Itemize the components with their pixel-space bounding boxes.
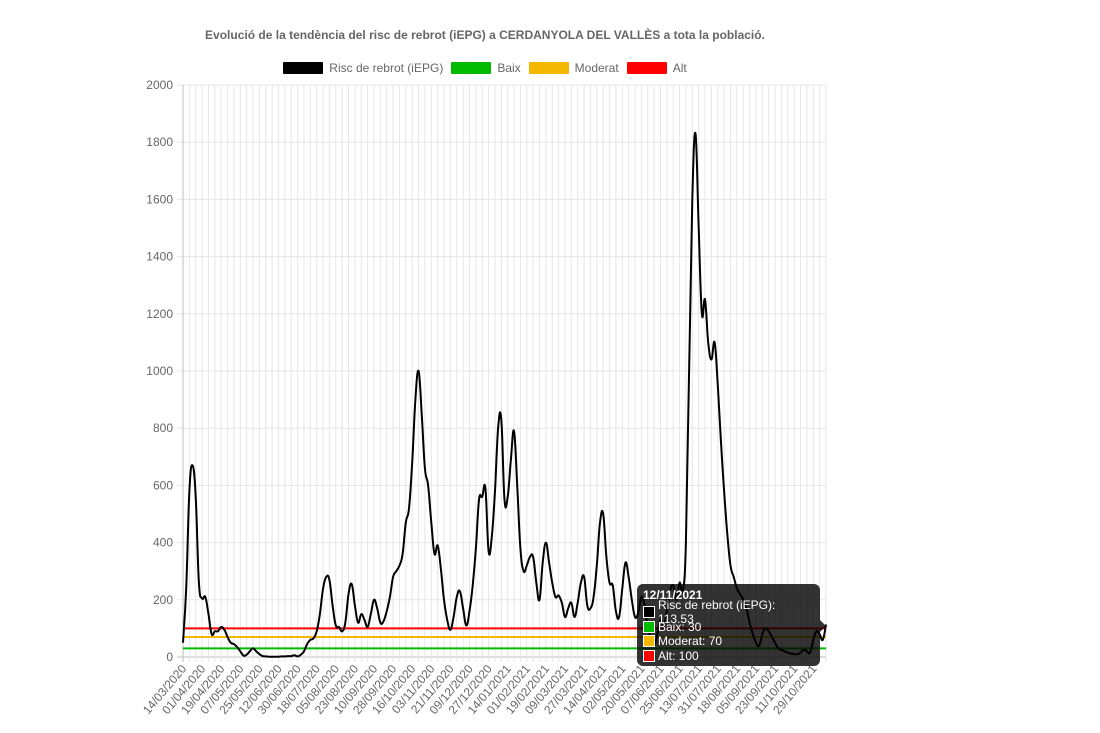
tooltip-swatch [643, 635, 655, 648]
legend-label: Moderat [574, 61, 619, 75]
tooltip-swatch [643, 620, 655, 633]
legend-swatch [283, 62, 324, 74]
legend-item[interactable]: Baix [451, 61, 521, 75]
y-tick-label: 800 [153, 421, 173, 435]
tooltip-row: Alt: 100 [643, 649, 814, 664]
tooltip-label: Alt: 100 [658, 648, 699, 663]
y-tick-label: 1000 [146, 364, 173, 378]
y-tick-label: 1200 [146, 307, 173, 321]
tooltip-swatch [643, 606, 655, 619]
series-line-iepg [182, 131, 827, 658]
chart-legend: Risc de rebrot (iEPG) Baix Moderat Alt [0, 61, 970, 75]
legend-label: Risc de rebrot (iEPG) [329, 61, 444, 75]
legend-label: Alt [672, 61, 687, 75]
legend-swatch [626, 62, 667, 74]
tooltip-row: Baix: 30 [643, 620, 814, 635]
y-tick-label: 400 [153, 536, 173, 550]
legend-item[interactable]: Alt [626, 61, 687, 75]
tooltip-title: 12/11/2021 [643, 588, 703, 602]
chart-title: Evolució de la tendència del risc de reb… [205, 28, 765, 42]
legend-swatch [451, 62, 492, 74]
tooltip-label: Risc de rebrot (iEPG): 113.53 [657, 598, 776, 627]
y-tick-label: 1600 [146, 192, 173, 206]
y-tick-label: 600 [153, 478, 173, 492]
y-tick-label: 1800 [146, 135, 173, 149]
y-tick-label: 0 [166, 650, 173, 664]
tooltip-row: Risc de rebrot (iEPG): 113.53 [643, 598, 814, 626]
tooltip-swatch [643, 649, 655, 662]
y-tick-label: 2000 [146, 78, 173, 92]
tooltip-label: Moderat: 70 [658, 634, 723, 649]
legend-swatch [528, 62, 569, 74]
legend-item[interactable]: Risc de rebrot (iEPG) [283, 61, 443, 75]
y-tick-label: 1400 [146, 250, 173, 264]
tooltip-caret [820, 620, 826, 632]
tooltip-row: Moderat: 70 [643, 634, 814, 649]
tooltip: 12/11/2021 Risc de rebrot (iEPG): 113.53… [637, 584, 820, 666]
legend-label: Baix [497, 61, 521, 75]
tooltip-label: Baix: 30 [658, 619, 702, 634]
y-tick-label: 200 [153, 593, 173, 607]
legend-item[interactable]: Moderat [528, 61, 619, 75]
